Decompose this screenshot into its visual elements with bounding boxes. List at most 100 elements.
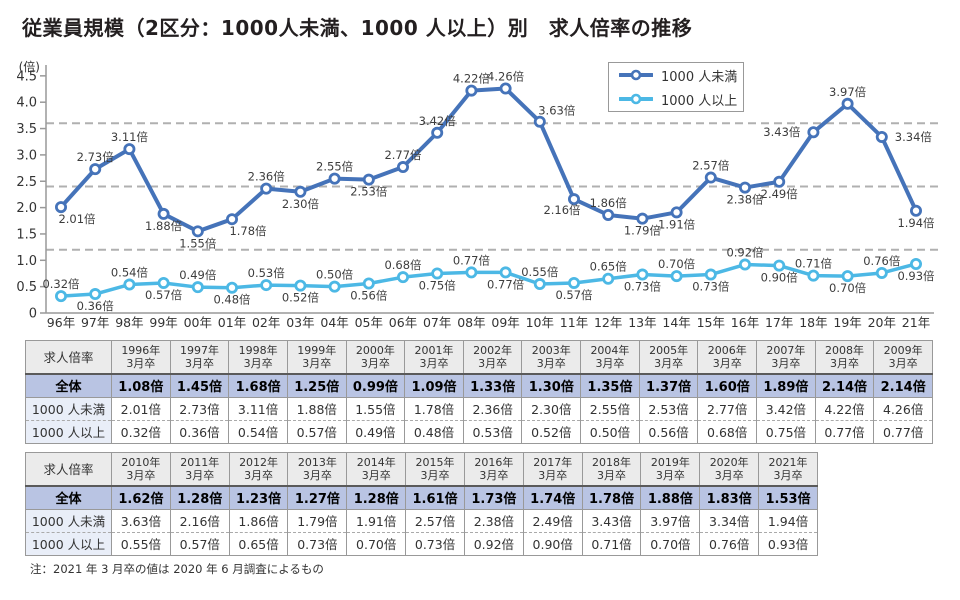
column-header: 2011年 3月卒 (170, 452, 230, 487)
data-point-label: 2.01倍 (58, 212, 96, 226)
data-point-marker (396, 271, 409, 284)
cell-value: 2.38倍 (464, 509, 524, 533)
data-point-label: 0.36倍 (77, 299, 115, 313)
cell-value: 1.88倍 (287, 397, 347, 421)
legend-label-under1000: 1000 人未満 (661, 69, 738, 85)
cell-value: 1.61倍 (405, 486, 465, 510)
cell-value: 3.34倍 (699, 509, 760, 533)
x-tick-label: 03年 (286, 315, 314, 330)
data-point-marker (499, 82, 512, 95)
data-point-marker (670, 206, 683, 219)
data-point-label: 2.77倍 (384, 148, 422, 162)
x-tick-label: 21年 (902, 315, 930, 330)
cell-value: 1.68倍 (228, 374, 288, 398)
x-tick-label: 06年 (389, 315, 417, 330)
row-label: 1000 人以上 (25, 420, 112, 443)
cell-value: 1.08倍 (111, 374, 171, 398)
data-point-marker (875, 130, 888, 143)
data-point-label: 0.57倍 (555, 288, 593, 302)
data-point-label: 2.53倍 (350, 185, 388, 199)
y-tick-label: 3.5 (16, 122, 37, 137)
data-point-marker (225, 213, 238, 226)
gridlines (46, 122, 941, 251)
data-point-label: 2.49倍 (761, 187, 799, 201)
y-tick-label: 1.5 (16, 227, 37, 242)
data-point-marker (55, 290, 68, 303)
cell-value: 2.36倍 (463, 397, 523, 421)
data-point-marker (670, 270, 683, 283)
data-point-label: 2.55倍 (316, 160, 354, 174)
data-point-marker (123, 278, 136, 291)
series-line (59, 86, 918, 234)
column-header: 2010年 3月卒 (111, 452, 171, 487)
data-point-marker (294, 185, 307, 198)
cell-value: 1.79倍 (287, 509, 348, 533)
data-point-marker (157, 276, 170, 289)
data-point-marker (704, 268, 717, 281)
data-point-label: 2.57倍 (692, 159, 730, 173)
x-tick-label: 13年 (628, 315, 656, 330)
x-tick-label: 14年 (662, 315, 690, 330)
cell-value: 1.35倍 (580, 374, 640, 398)
y-axis-ticks: 0 0.5 1.0 1.5 2.0 2.5 3.0 3.5 4.0 4.5 (16, 69, 46, 322)
data-point-label: 2.36倍 (248, 170, 286, 184)
column-header: 2003年 3月卒 (521, 340, 582, 375)
cell-value: 1.78倍 (404, 397, 464, 421)
data-point-label: 1.91倍 (658, 217, 696, 231)
row-label: 1000 人以上 (25, 532, 112, 555)
cell-value: 1.89倍 (756, 374, 816, 398)
legend-marker-svg (618, 69, 654, 81)
data-point-label: 0.53倍 (248, 266, 286, 280)
cell-value: 1.88倍 (640, 486, 701, 510)
legend-marker-svg (618, 93, 654, 105)
row-label: 全体 (25, 486, 112, 510)
cell-value: 4.26倍 (873, 397, 933, 421)
data-point-marker (841, 97, 854, 110)
data-point-marker (465, 84, 478, 97)
cell-value: 0.71倍 (582, 532, 642, 555)
cell-value: 3.43倍 (582, 509, 642, 533)
column-header: 2012年 3月卒 (229, 452, 289, 487)
cell-value: 1.53倍 (758, 486, 818, 510)
data-point-marker (739, 181, 752, 194)
y-tick-label: 2.5 (16, 175, 37, 190)
data-point-label: 0.73倍 (692, 280, 730, 294)
data-point-label: 4.26倍 (487, 69, 525, 83)
data-point-marker (362, 277, 375, 290)
table-corner-label: 求人倍率 (25, 452, 112, 487)
data-point-label: 0.70倍 (658, 257, 696, 271)
table-row-under: 1000 人未満 3.63倍 2.16倍 1.86倍 1.79倍 1.91倍 2.57倍 2.… (25, 509, 818, 533)
column-header: 2015年 3月卒 (405, 452, 465, 487)
x-tick-label: 98年 (115, 315, 143, 330)
data-point-marker (910, 257, 923, 270)
cell-value: 2.49倍 (523, 509, 583, 533)
legend-label-over1000: 1000 人以上 (661, 93, 738, 109)
x-tick-label: 04年 (320, 315, 348, 330)
cell-value: 0.36倍 (170, 420, 230, 443)
data-point-label: 0.93倍 (897, 269, 935, 283)
cell-value: 0.57倍 (170, 532, 230, 555)
cell-value: 2.14倍 (873, 374, 933, 398)
series-under1000: 2.01倍 2.73倍 3.11倍 1.88倍 1.55倍 1.78倍 2.36倍 2.30倍… (55, 69, 935, 250)
data-point-marker (602, 272, 615, 285)
cell-value: 2.57倍 (405, 509, 465, 533)
cell-value: 2.01倍 (111, 397, 171, 421)
column-header: 2009年 3月卒 (873, 340, 933, 375)
cell-value: 1.62倍 (111, 486, 171, 510)
x-tick-label: 20年 (868, 315, 896, 330)
under1000-line-marker-icon (618, 69, 654, 81)
column-header: 2004年 3月卒 (580, 340, 640, 375)
data-point-marker (465, 266, 478, 279)
y-axis-unit-label: (倍) (19, 59, 40, 74)
data-point-label: 0.48倍 (213, 293, 251, 307)
data-point-label: 0.56倍 (350, 288, 388, 302)
data-point-marker (294, 279, 307, 292)
data-point-label: 2.73倍 (77, 150, 115, 164)
data-point-marker (807, 126, 820, 139)
cell-value: 0.55倍 (111, 532, 171, 555)
data-point-marker (773, 259, 786, 272)
column-header: 2021年 3月卒 (758, 452, 818, 487)
x-tick-label: 99年 (149, 315, 177, 330)
cell-value: 0.68倍 (697, 420, 758, 443)
series-over1000: 0.32倍 0.36倍 0.54倍 0.57倍 0.49倍 0.48倍 0.53倍 0.52倍… (42, 246, 935, 314)
